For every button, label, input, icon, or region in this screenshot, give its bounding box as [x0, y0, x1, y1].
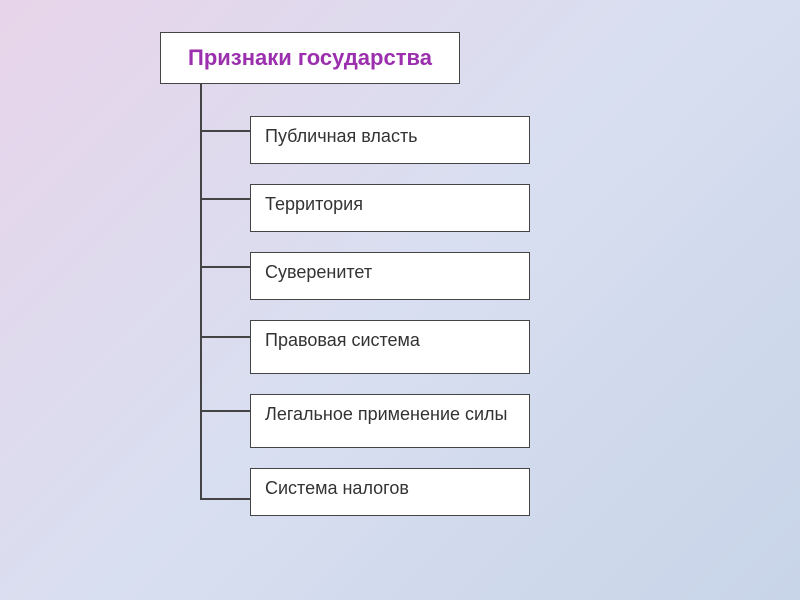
item-box: Публичная власть: [250, 116, 530, 164]
branch-line: [200, 336, 250, 338]
diagram-canvas: Признаки государства Публичная власть Те…: [0, 0, 800, 600]
branch-line: [200, 498, 250, 500]
branch-line: [200, 266, 250, 268]
item-box: Территория: [250, 184, 530, 232]
item-box: Суверенитет: [250, 252, 530, 300]
trunk-line: [200, 84, 202, 498]
title-box: Признаки государства: [160, 32, 460, 84]
item-box: Правовая система: [250, 320, 530, 374]
branch-line: [200, 130, 250, 132]
item-box: Система налогов: [250, 468, 530, 516]
item-box: Легальное применение силы: [250, 394, 530, 448]
branch-line: [200, 198, 250, 200]
branch-line: [200, 410, 250, 412]
